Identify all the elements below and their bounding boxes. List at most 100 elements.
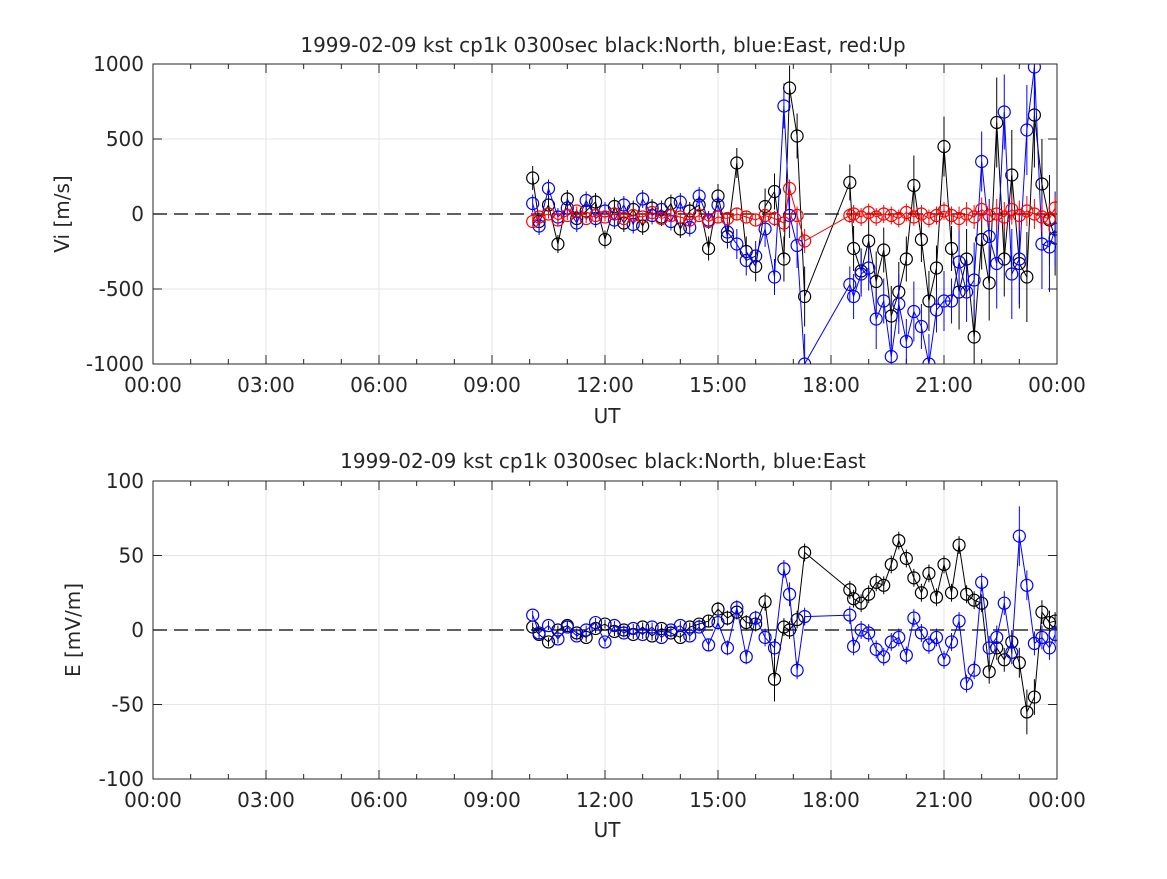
e-east-point (560, 620, 574, 634)
e-y-tick-label: 100 (106, 469, 144, 493)
e-east-point (607, 618, 622, 633)
vi-east-point (884, 349, 898, 364)
vi-east-point (862, 261, 876, 275)
vi-up-point (937, 204, 951, 218)
e-east-point (692, 620, 706, 634)
e-east-point (952, 614, 966, 628)
e-north-point (846, 592, 861, 606)
vi-up-point (541, 207, 556, 221)
e-x-tick-label: 18:00 (802, 788, 860, 812)
e-north-point (914, 586, 929, 600)
e-north-point (944, 586, 959, 600)
e-north-point (982, 665, 996, 679)
vi-up-point (854, 210, 868, 224)
vi-east-point (877, 294, 891, 308)
e-north-point (843, 583, 857, 597)
e-east-point (846, 639, 861, 653)
e-east-point (683, 629, 697, 643)
vi-north-point (937, 139, 951, 154)
vi-north-point (588, 195, 603, 209)
vi-up-point (692, 208, 706, 223)
e-east-point (877, 650, 891, 664)
vi-north-point (598, 232, 612, 247)
vi-north-point (701, 241, 716, 256)
vi-up-point (899, 205, 913, 220)
vi-up-point (1020, 204, 1034, 218)
e-east-point (645, 620, 659, 634)
vi-y-tick-label: 0 (131, 202, 144, 226)
vi-data (526, 64, 1057, 364)
e-north-point (701, 614, 716, 628)
vi-east-point (929, 303, 944, 317)
vi-up-point (798, 234, 812, 248)
e-north-point (862, 587, 876, 601)
e-east-point (598, 635, 612, 649)
e-east-point (1048, 627, 1057, 642)
e-east-point (1035, 630, 1049, 645)
e-north-point (937, 557, 951, 572)
vi-east-point (692, 189, 706, 203)
vi-east-point (767, 270, 782, 284)
e-east-point (654, 630, 669, 645)
vi-east-point (541, 181, 556, 196)
e-x-tick-label: 21:00 (915, 788, 973, 812)
e-east-point (843, 608, 857, 622)
vi-east-point (579, 193, 593, 208)
vi-y-axis-label: Vi [m/s] (50, 175, 74, 252)
vi-up-point (997, 210, 1011, 224)
vi-up-point (532, 210, 546, 224)
vi-north-point (767, 184, 782, 199)
e-east-point (673, 618, 687, 633)
e-north-point (975, 596, 989, 610)
vi-up-point (730, 207, 744, 221)
vi-east-point (922, 357, 936, 364)
vi-east-point (1027, 64, 1041, 74)
vi-y-tick-label: 1000 (93, 52, 144, 76)
e-x-tick-label: 06:00 (350, 788, 408, 812)
e-east-point (975, 575, 989, 589)
e-ticks (152, 480, 1058, 780)
vi-north-point (790, 129, 804, 143)
e-east-point (967, 663, 981, 677)
vi-x-tick-label: 00:00 (1028, 373, 1086, 397)
vi-chart-title: 1999-02-09 kst cp1k 0300sec black:North,… (300, 33, 905, 57)
vi-north-point (877, 243, 891, 257)
e-east-point (626, 621, 640, 636)
e-north-point (541, 635, 556, 649)
e-north-point (869, 575, 883, 589)
vi-east-point (997, 105, 1011, 119)
e-east-point (532, 626, 546, 640)
vi-east-point (526, 196, 540, 211)
e-x-tick-label: 00:00 (124, 788, 182, 812)
vi-up-point (777, 216, 791, 230)
e-east-point (701, 638, 716, 652)
e-plot-area: 00:00 03:00 06:00 09:00 12:00 15:00 18:00 21:00… (99, 469, 1086, 812)
e-north-point (907, 571, 921, 585)
vi-x-tick-label: 21:00 (915, 373, 973, 397)
e-east-point (526, 608, 540, 622)
vi-north-point (777, 252, 791, 266)
vi-north-point (929, 261, 944, 275)
e-east-point (588, 615, 603, 630)
e-east-point (1042, 641, 1057, 655)
e-east-point (541, 618, 556, 633)
vi-east-point (967, 273, 981, 287)
vi-ticks (152, 63, 1058, 365)
e-north-point (929, 590, 944, 604)
e-north-point (758, 595, 772, 609)
vi-north-point (846, 241, 861, 256)
e-chart-title: 1999-02-09 kst cp1k 0300sec black:North,… (340, 449, 866, 473)
vi-x-tick-label: 00:00 (124, 373, 182, 397)
e-east-point (884, 635, 898, 649)
vi-east-point (617, 198, 631, 212)
e-east-point (758, 630, 772, 645)
e-east-point (1020, 578, 1034, 592)
e-north-point (1027, 690, 1042, 704)
vi-east-point (899, 334, 913, 349)
vi-east-point (982, 229, 996, 244)
vi-north-point (1020, 270, 1034, 284)
e-east-point (782, 587, 797, 601)
e-east-point (711, 615, 725, 630)
e-north-point (767, 672, 782, 686)
